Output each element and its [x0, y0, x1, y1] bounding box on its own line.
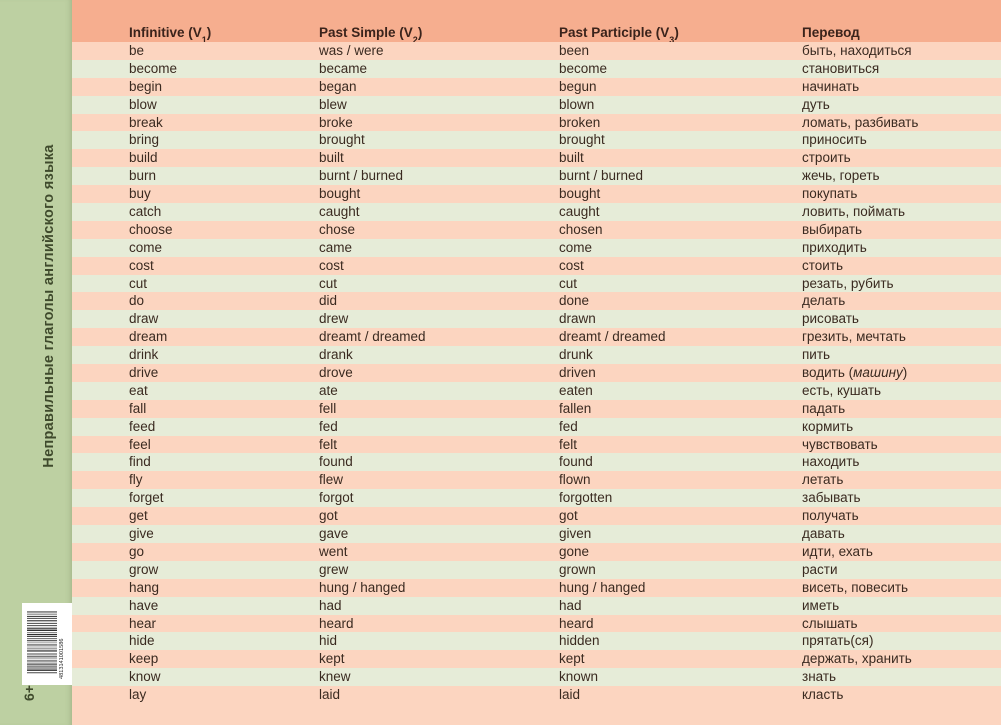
svg-text:4813141001586: 4813141001586: [59, 639, 65, 679]
